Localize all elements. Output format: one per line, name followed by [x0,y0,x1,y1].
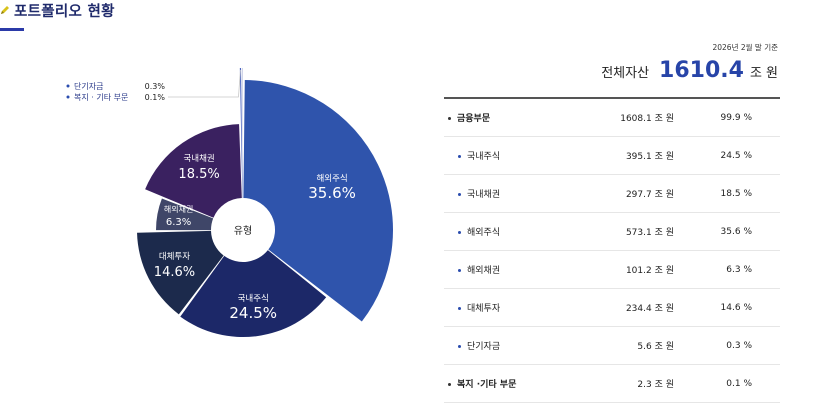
as-of-date: 2026년 2월 말 기준 [712,43,778,52]
table-row: 국내주식 395.1 조 원 24.5 % [444,136,780,175]
table-row: 대체투자 234.4 조 원 14.6 % [444,288,780,327]
table-row: 해외주식 573.1 조 원 35.6 % [444,212,780,251]
bullet-icon [448,117,451,120]
table-row: 금융부문 1608.1 조 원 99.9 % [444,99,780,137]
bullet-icon [458,345,461,348]
legend-bullet [66,95,70,99]
row-name: 복지 ·기타 부문 [457,380,517,390]
row-name-cell: 복지 ·기타 부문 [444,364,588,403]
pie-slice-4 [145,124,242,218]
row-name: 해외주식 [467,228,501,238]
row-percent: 35.6 % [688,212,780,251]
bullet-icon [458,307,461,310]
row-name-cell: 해외주식 [444,212,588,251]
legend-bullet [66,84,70,88]
center-label: 유형 [234,225,252,237]
legend-leader-line [168,69,241,98]
row-name: 금융부문 [457,114,491,124]
row-amount: 1608.1 조 원 [588,99,688,137]
pie-slice-6 [242,68,243,199]
legend-label: 단기자금 [74,81,103,91]
pie-slice-3 [156,198,214,231]
title-underline [0,28,24,31]
total-assets-value: 1610.4 [659,58,744,83]
row-name: 국내채권 [467,190,501,200]
row-percent: 18.5 % [688,174,780,213]
slice-label: 해외채권 [164,204,193,214]
bullet-icon [458,155,461,158]
slice-value: 24.5% [229,304,277,322]
slice-label: 대체투자 [159,251,190,262]
row-name-cell: 국내주식 [444,136,588,175]
row-percent: 6.3 % [688,250,780,289]
slice-value: 6.3% [166,217,191,228]
row-name-cell: 국내채권 [444,174,588,213]
bullet-icon [448,383,451,386]
row-percent: 14.6 % [688,288,780,327]
pie-slice-1 [180,250,327,337]
table-row: 단기자금 5.6 조 원 0.3 % [444,326,780,365]
row-name: 단기자금 [467,342,501,352]
row-name-cell: 금융부문 [444,99,588,137]
slice-label: 국내주식 [238,294,269,304]
pie-slice-2 [137,230,224,315]
pencil-icon [1,6,9,14]
row-name: 대체투자 [467,304,501,314]
row-amount: 297.7 조 원 [588,174,688,213]
page-title: 포트폴리오 현황 [14,4,115,20]
row-amount: 395.1 조 원 [588,136,688,175]
row-amount: 2.3 조 원 [588,364,688,403]
row-amount: 234.4 조 원 [588,288,688,327]
bullet-icon [458,231,461,234]
row-amount: 101.2 조 원 [588,250,688,289]
legend-value: 0.1% [145,93,166,102]
row-name-cell: 단기자금 [444,326,588,365]
slice-value: 14.6% [154,265,195,280]
donut-hole [213,200,273,260]
slice-label: 국내채권 [183,153,214,164]
portfolio-table: 금융부문 1608.1 조 원 99.9 % 국내주식 395.1 조 원 24.5 % 국… [444,97,780,403]
row-percent: 0.1 % [688,364,780,403]
total-assets-unit: 조 원 [749,66,778,81]
row-name: 국내주식 [467,152,501,162]
row-name: 해외채권 [467,266,501,276]
table-row: 복지 ·기타 부문 2.3 조 원 0.1 % [444,364,780,403]
slice-value: 18.5% [178,167,219,182]
bullet-icon [458,269,461,272]
row-name-cell: 대체투자 [444,288,588,327]
row-percent: 24.5 % [688,136,780,175]
legend-label: 복지 · 기타 부문 [74,93,128,102]
row-amount: 5.6 조 원 [588,326,688,365]
row-amount: 573.1 조 원 [588,212,688,251]
slice-value: 35.6% [308,184,356,202]
bullet-icon [458,193,461,196]
table-row: 국내채권 297.7 조 원 18.5 % [444,174,780,213]
total-assets-label: 전체자산 [601,66,650,81]
section-header: 포트폴리오 현황 [0,0,835,40]
row-name-cell: 해외채권 [444,250,588,289]
table-row: 해외채권 101.2 조 원 6.3 % [444,250,780,289]
slice-label: 해외주식 [316,173,347,184]
legend-value: 0.3% [145,82,166,91]
row-percent: 99.9 % [688,99,780,137]
pie-slice-5 [239,68,243,199]
pie-slice-0 [243,80,394,322]
row-percent: 0.3 % [688,326,780,365]
table-top-border [444,97,780,99]
total-assets: 전체자산 1610.4 조 원 [601,58,778,83]
